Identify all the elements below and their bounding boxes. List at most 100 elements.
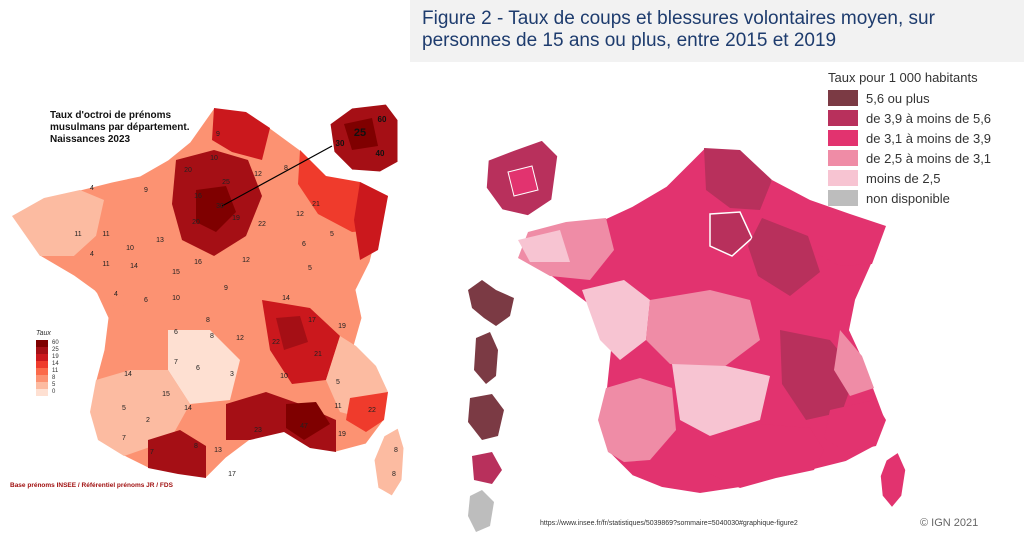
region-riviera [346,392,388,432]
department-value-label: 10 [126,245,134,252]
rmap-champagne [748,218,820,296]
paris-inset-core [344,118,378,150]
right-credit: © IGN 2021 [920,517,979,529]
rmap-reunion [472,452,502,484]
rmap-martinique [474,332,498,384]
left-legend-swatch [36,368,48,375]
left-legend-row: 14 [36,361,59,368]
left-legend-row: 0 [36,389,59,396]
right-legend-swatch [828,110,858,126]
department-value-label: 6 [144,297,148,304]
left-legend-label: 11 [52,368,59,374]
region-pyrenees-west [148,430,206,478]
department-value-label: 5 [122,405,126,412]
rmap-corsica [879,450,907,510]
left-legend-row: 19 [36,354,59,361]
department-value-label: 13 [156,237,164,244]
inset-value-label: 60 [378,115,387,124]
right-legend-swatch [828,150,858,166]
right-legend-row: de 3,9 à moins de 5,6 [828,108,991,128]
right-legend-label: de 3,9 à moins de 5,6 [866,110,992,126]
department-value-label: 8 [206,317,210,324]
department-value-label: 22 [258,221,266,228]
rmap-west [582,280,650,360]
department-value-label: 14 [130,263,138,270]
department-value-label: 11 [102,231,109,238]
department-value-label: 8 [194,443,198,450]
region-massif [168,330,240,404]
department-value-label: 47 [300,423,308,430]
right-legend-swatch [828,190,858,206]
left-map-title: Taux d'octroi de prénoms musulmans par d… [50,110,230,146]
rmap-northeast [762,180,886,266]
right-legend-row: non disponible [828,188,991,208]
left-legend-label: 5 [52,382,56,388]
department-value-label: 19 [232,215,240,222]
left-legend-row: 5 [36,382,59,389]
rmap-guadeloupe [468,280,514,326]
rmap-north [704,148,772,210]
right-legend-row: moins de 2,5 [828,168,991,188]
left-source: Base prénoms INSEE / Référentiel prénoms… [10,482,173,489]
left-legend-row: 25 [36,347,59,354]
department-value-label: 5 [330,231,334,238]
department-value-label: 10 [210,155,218,162]
department-value-label: 16 [194,193,202,200]
rmap-paris-inset-core [507,165,539,197]
corsica [373,427,405,497]
department-value-label: 20 [184,167,192,174]
rmap-alps [834,330,874,396]
left-legend-row: 60 [36,340,59,347]
left-title-line-1: Taux d'octroi de prénoms [50,110,172,121]
rmap-south [710,424,824,488]
left-legend-swatch [36,354,48,361]
region-brittany [12,190,104,256]
rmap-guyane [468,394,504,440]
right-legend-row: de 2,5 à moins de 3,1 [828,148,991,168]
right-legend-label: moins de 2,5 [866,170,941,186]
right-legend-row: 5,6 ou plus [828,88,991,108]
department-value-label: 6 [196,365,200,372]
left-title-line-2: musulmans par département. [50,122,190,133]
right-header: Figure 2 - Taux de coups et blessures vo… [410,0,1024,62]
department-value-label: 5 [308,265,312,272]
left-legend: Taux 60 25 19 14 11 8 5 0 [36,330,59,396]
right-map-panel: Figure 2 - Taux de coups et blessures vo… [410,0,1024,544]
region-southwest [90,370,190,456]
rmap-paris [709,211,753,257]
department-value-label: 3 [230,371,234,378]
department-value-label: 6 [302,241,306,248]
right-source-url[interactable]: https://www.insee.fr/fr/statistiques/503… [540,520,798,527]
department-value-label: 5 [336,379,340,386]
right-figure-title: Figure 2 - Taux de coups et blessures vo… [422,8,935,51]
inset-value-label: 30 [336,139,345,148]
left-legend-swatch [36,389,48,396]
department-value-label: 13 [214,447,222,454]
left-legend-label: 8 [52,375,56,381]
inset-value-label: 25 [354,127,366,139]
department-value-label: 16 [194,259,202,266]
department-value-label: 20 [192,219,200,226]
department-value-label: 25 [222,179,230,186]
department-value-label: 21 [312,201,320,208]
region-north [212,108,270,160]
department-value-label: 12 [296,211,304,218]
left-map-panel: 9 10 20 25 12 8 4 9 16 30 20 19 22 21 11 11 13 10 11 14 15 16… [0,0,410,544]
department-value-label: 12 [254,171,262,178]
right-legend-label: de 2,5 à moins de 3,1 [866,150,992,166]
department-value-label: 8 [394,447,398,454]
rmap-riviera [824,400,886,452]
department-value-label: 10 [280,373,288,380]
left-legend-row: 8 [36,375,59,382]
department-value-label: 9 [144,187,148,194]
left-legend-label: 25 [52,347,59,353]
department-value-label: 12 [242,257,250,264]
department-value-label: 17 [308,317,316,324]
department-value-label: 4 [114,291,118,298]
department-value-label: 10 [172,295,180,302]
department-value-label: 9 [216,131,220,138]
department-value-label: 7 [122,435,126,442]
inset-labels: 25 60 30 40 [336,115,387,158]
department-value-label: 8 [392,471,396,478]
